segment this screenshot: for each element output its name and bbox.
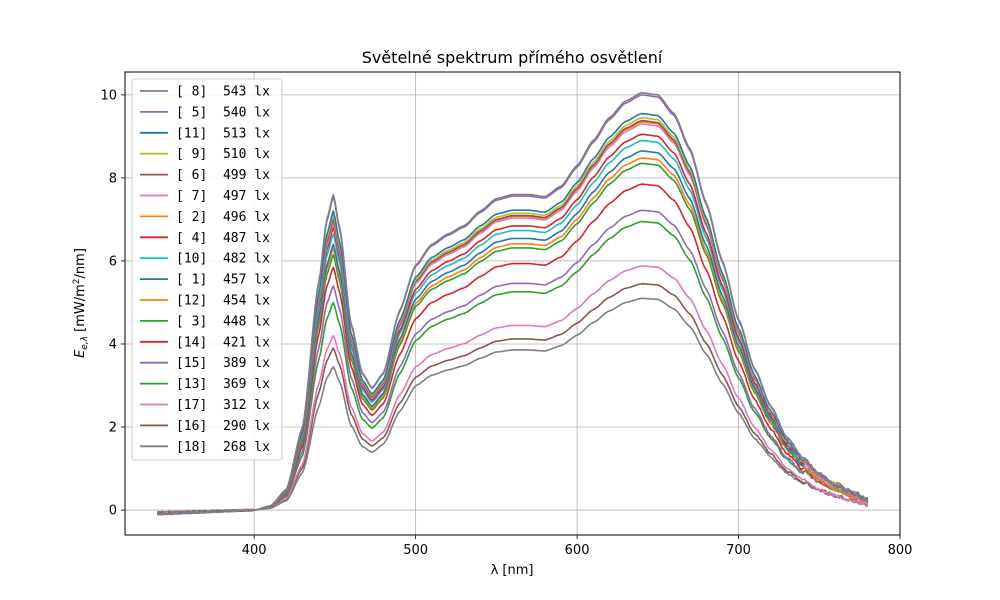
x-axis-label: λ [nm] — [491, 563, 534, 578]
legend-label: [ 1] 457 lx — [176, 273, 270, 288]
series-lines — [156, 92, 869, 516]
legend-label: [ 3] 448 lx — [176, 314, 270, 329]
y-tick-label: 10 — [100, 88, 117, 103]
y-ticks: 0 2 4 6 8 10 — [100, 88, 125, 519]
legend-label: [ 5] 540 lx — [176, 105, 270, 120]
y-axis-label-sup: 2 — [72, 278, 82, 284]
y-tick-label: 6 — [109, 254, 117, 269]
x-tick-label: 500 — [403, 543, 428, 558]
x-tick-label: 800 — [888, 543, 913, 558]
y-axis-label: Ee,λ [mW/m2/nm] — [72, 248, 90, 358]
legend-label: [13] 369 lx — [176, 377, 270, 392]
legend-label: [ 2] 496 lx — [176, 210, 270, 225]
legend-label: [16] 290 lx — [176, 419, 270, 434]
y-axis-label-sub: e,λ — [80, 336, 90, 350]
series-line — [157, 92, 869, 516]
x-tick-label: 400 — [242, 543, 267, 558]
y-tick-label: 0 — [109, 504, 117, 519]
legend-label: [17] 312 lx — [176, 398, 270, 413]
y-tick-label: 2 — [109, 421, 117, 436]
plot-frame — [124, 71, 901, 536]
legend-label: [11] 513 lx — [176, 126, 270, 141]
legend: [ 8] 543 lx [ 5] 540 lx [11] 513 lx [ 9] 51… — [131, 78, 283, 461]
y-axis-label-main: E — [73, 349, 88, 358]
legend-label: [ 4] 487 lx — [176, 231, 270, 246]
legend-label: [18] 268 lx — [176, 440, 270, 455]
y-tick-label: 4 — [109, 337, 117, 352]
legend-label: [10] 482 lx — [176, 252, 270, 267]
legend-box — [131, 78, 283, 461]
x-ticks: 400 500 600 700 800 — [242, 535, 913, 558]
legend-label: [ 8] 543 lx — [176, 85, 270, 100]
chart-title: Světelné spektrum přímého osvětlení — [362, 48, 663, 67]
y-axis-label-unit-end: /nm] — [73, 248, 88, 278]
legend-label: [15] 389 lx — [176, 356, 270, 371]
legend-label: [ 6] 499 lx — [176, 168, 270, 183]
x-tick-label: 600 — [565, 543, 590, 558]
legend-label: [ 7] 497 lx — [176, 189, 270, 204]
legend-label: [14] 421 lx — [176, 335, 270, 350]
y-axis-label-unit: [mW/m — [73, 284, 88, 336]
legend-label: [ 9] 510 lx — [176, 147, 270, 162]
y-tick-label: 8 — [109, 171, 117, 186]
x-tick-label: 700 — [726, 543, 751, 558]
legend-label: [12] 454 lx — [176, 294, 270, 309]
